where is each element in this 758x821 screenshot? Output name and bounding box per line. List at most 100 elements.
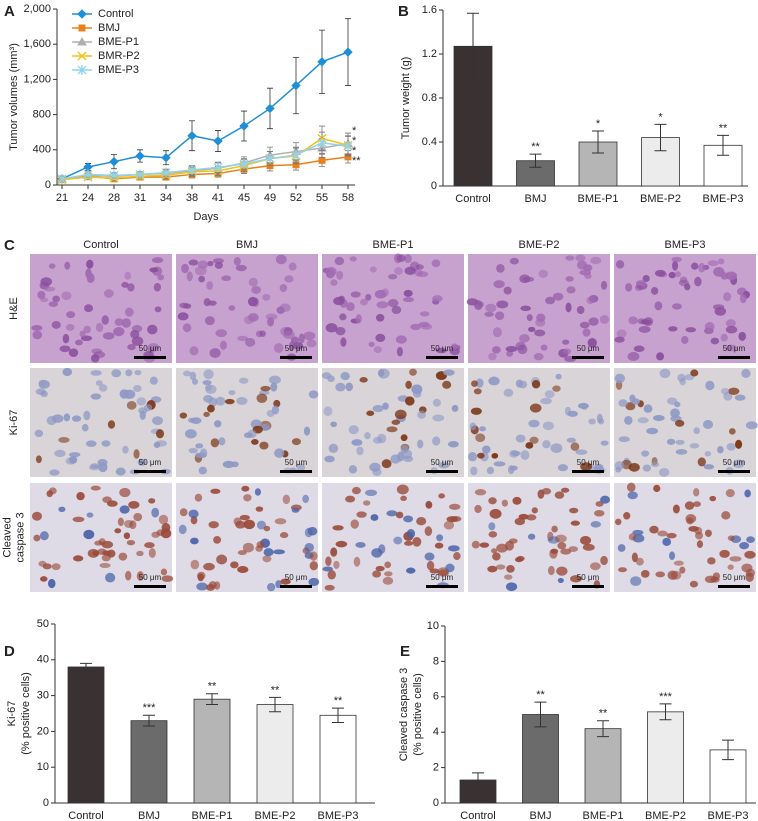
- cell: [99, 562, 111, 568]
- cell: [260, 385, 271, 392]
- cell: [707, 260, 719, 267]
- cell: [739, 294, 747, 304]
- cell: [515, 379, 523, 388]
- cell: [470, 407, 482, 415]
- column-label: BME-P3: [665, 239, 706, 251]
- cell: [659, 368, 671, 379]
- cell: [560, 487, 570, 493]
- cell: [31, 511, 42, 521]
- cell: [237, 335, 249, 341]
- cell: [589, 562, 601, 571]
- scale-bar-label: 50 μm: [285, 458, 308, 467]
- cell: [138, 407, 148, 414]
- y-axis-label: Tumor volumes (mm³): [8, 43, 20, 151]
- cell: [365, 293, 372, 301]
- bar: [647, 711, 684, 804]
- cell: [435, 347, 448, 354]
- significance: **: [334, 695, 343, 707]
- x-tick-label: 49: [264, 192, 276, 204]
- cell: [416, 517, 427, 526]
- cell: [624, 415, 633, 425]
- cell: [356, 511, 367, 518]
- cell: [542, 421, 554, 431]
- cell: [282, 494, 291, 505]
- cell: [671, 256, 682, 263]
- panel-letter: A: [4, 3, 15, 20]
- cell: [203, 369, 214, 380]
- cell: [375, 333, 386, 343]
- cell: [256, 393, 268, 403]
- cell: [491, 452, 499, 459]
- cell: [509, 257, 519, 265]
- cell: [393, 536, 403, 545]
- x-tick-label: 41: [212, 192, 224, 204]
- cell: [251, 438, 259, 445]
- cell: [195, 443, 204, 449]
- cell: [355, 314, 362, 324]
- cell: [735, 439, 743, 449]
- cell: [215, 396, 226, 406]
- cell: [516, 555, 525, 562]
- cell: [224, 398, 235, 405]
- error-bar: [722, 739, 734, 761]
- cell: [504, 574, 513, 580]
- cell: [391, 305, 402, 315]
- cell: [666, 532, 677, 539]
- cell: [551, 525, 558, 533]
- cell: [536, 313, 546, 322]
- cell: [590, 521, 601, 528]
- cell: [155, 429, 165, 439]
- cell: [519, 334, 530, 343]
- cell: [615, 466, 622, 473]
- cell: [153, 282, 162, 292]
- cell: [727, 564, 734, 570]
- cell: [290, 336, 299, 344]
- cell: [745, 421, 758, 430]
- cell: [486, 466, 495, 475]
- cell: [40, 277, 53, 287]
- row-label: H&E: [8, 297, 20, 320]
- error-bar: [529, 153, 542, 168]
- cell: [48, 263, 56, 269]
- significance: **: [536, 689, 545, 701]
- x-tick-label: 28: [108, 192, 120, 204]
- cell: [632, 529, 644, 536]
- cell: [746, 536, 755, 543]
- cell: [527, 533, 536, 540]
- significance: *: [352, 125, 357, 137]
- micrograph: [30, 254, 172, 363]
- cell: [477, 452, 485, 459]
- cell: [131, 325, 143, 333]
- cell: [101, 540, 114, 549]
- cell: [247, 429, 257, 439]
- cell: [625, 283, 633, 292]
- cell: [488, 352, 497, 361]
- cell: [228, 305, 236, 311]
- cell: [291, 507, 300, 513]
- cell: [262, 293, 271, 301]
- y-tick-label: 0: [43, 797, 49, 809]
- bar: [578, 141, 618, 187]
- cell: [717, 258, 725, 265]
- micrograph: [614, 368, 756, 477]
- cell: [549, 548, 558, 559]
- scale-bar-label: 50 μm: [431, 458, 454, 467]
- cell: [197, 260, 209, 269]
- cell: [614, 518, 622, 526]
- cell: [206, 584, 215, 591]
- bar: [256, 704, 294, 804]
- cell: [451, 404, 459, 412]
- significance: *: [352, 145, 357, 157]
- cell: [275, 580, 282, 589]
- scale-bar: [572, 470, 604, 473]
- cell: [510, 450, 521, 457]
- cell: [402, 296, 415, 303]
- cell: [725, 325, 738, 334]
- cell: [618, 436, 630, 443]
- cell: [304, 542, 315, 553]
- error-bar: [592, 130, 604, 154]
- cell: [360, 298, 368, 306]
- cell: [324, 584, 335, 591]
- significance: **: [599, 708, 608, 720]
- marker: [213, 162, 223, 173]
